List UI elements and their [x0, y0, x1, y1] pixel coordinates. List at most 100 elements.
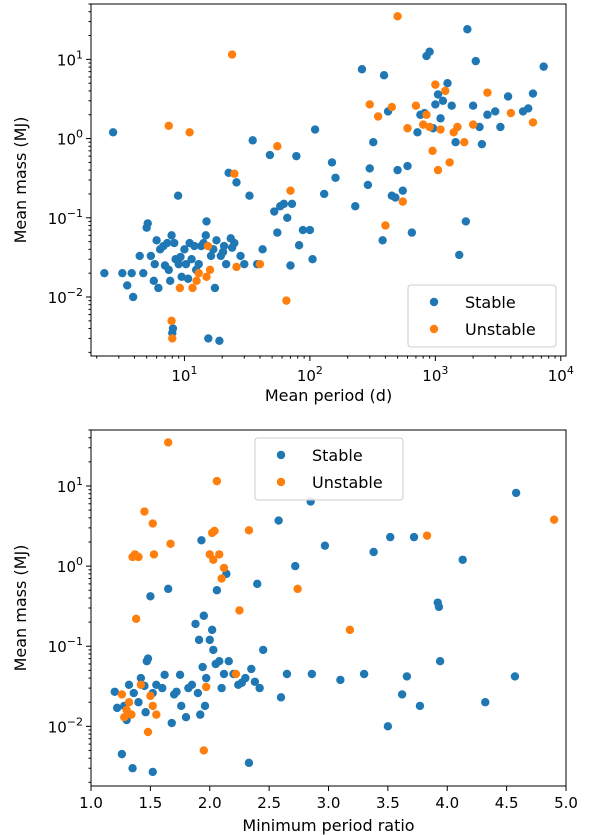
- data-point-stable: [386, 532, 395, 542]
- data-point-unstable: [143, 727, 153, 737]
- y-tick-label-exponent: −2: [67, 715, 83, 728]
- data-point-unstable: [431, 80, 440, 89]
- y-tick-label: 101: [57, 475, 83, 496]
- data-point-stable: [167, 231, 176, 240]
- data-point-stable: [255, 683, 264, 693]
- y-tick-label: 10−1: [48, 207, 83, 228]
- y-tick-label-exponent: 1: [76, 475, 83, 488]
- data-point-unstable: [387, 102, 397, 112]
- data-point-unstable: [205, 265, 215, 275]
- data-point-stable: [141, 708, 150, 717]
- y-tick-label: 10−2: [48, 286, 83, 307]
- x-tick-label: 3.5: [376, 794, 400, 812]
- data-point-stable: [129, 688, 138, 698]
- data-point-stable: [407, 228, 417, 237]
- data-point-unstable: [506, 108, 516, 118]
- x-tick-label-base: 10: [548, 367, 567, 385]
- data-point-stable: [165, 276, 175, 286]
- data-point-stable: [100, 268, 109, 278]
- data-point-unstable: [365, 100, 374, 109]
- data-point-stable: [124, 680, 134, 689]
- data-point-unstable: [163, 438, 173, 447]
- x-tick-label: 101: [171, 364, 197, 385]
- data-point-stable: [483, 110, 492, 119]
- data-point-stable: [270, 207, 279, 216]
- data-point-stable: [250, 677, 260, 686]
- data-point-stable: [415, 701, 425, 711]
- y-tick-label-exponent: −1: [67, 635, 83, 648]
- plot-area: [100, 12, 548, 345]
- data-point-stable: [363, 180, 373, 190]
- data-point-stable: [207, 625, 217, 635]
- data-point-stable: [253, 579, 262, 589]
- data-point-stable: [177, 701, 186, 711]
- legend-box: [407, 284, 557, 348]
- data-point-stable: [136, 673, 146, 683]
- data-point-unstable: [148, 519, 157, 528]
- data-point-stable: [391, 193, 400, 202]
- data-point-stable: [369, 547, 378, 557]
- data-point-stable: [245, 191, 254, 200]
- data-point-stable: [244, 758, 254, 768]
- data-point-stable: [539, 62, 548, 71]
- data-point-unstable: [215, 550, 224, 559]
- data-point-unstable: [445, 158, 454, 167]
- data-point-unstable: [210, 526, 219, 536]
- data-point-stable: [365, 164, 374, 173]
- data-point-stable: [232, 178, 241, 187]
- data-point-stable: [180, 245, 189, 254]
- data-point-stable: [443, 79, 452, 88]
- y-tick-label-base: 10: [48, 638, 67, 656]
- data-point-unstable: [140, 507, 149, 516]
- plot-area: [110, 438, 559, 777]
- data-point-unstable: [403, 124, 412, 133]
- data-point-stable: [181, 259, 191, 269]
- data-point-stable: [201, 673, 211, 683]
- y-tick-label-exponent: −2: [67, 286, 83, 299]
- series-stable: [100, 25, 548, 345]
- legend-marker-stable: [429, 297, 439, 307]
- x-tick-label: 2.0: [198, 794, 222, 812]
- y-tick-label: 100: [57, 128, 83, 149]
- data-point-stable: [194, 259, 203, 269]
- data-point-stable: [127, 268, 136, 278]
- data-point-unstable: [460, 138, 469, 147]
- data-point-stable: [283, 213, 292, 222]
- data-point-stable: [503, 92, 513, 101]
- data-point-stable: [199, 611, 209, 620]
- data-point-stable: [307, 669, 317, 679]
- data-point-unstable: [227, 50, 237, 59]
- x-tick-label-base: 10: [171, 367, 190, 385]
- x-axis-label: Minimum period ratio: [242, 816, 414, 835]
- data-point-stable: [217, 683, 226, 693]
- data-point-stable: [287, 199, 297, 209]
- x-tick-label-exponent: 3: [441, 364, 448, 377]
- data-point-stable: [194, 635, 204, 645]
- data-point-unstable: [393, 12, 402, 21]
- data-point-stable: [471, 56, 480, 66]
- data-point-stable: [219, 241, 229, 251]
- data-point-stable: [150, 259, 159, 269]
- data-point-stable: [433, 90, 443, 99]
- data-point-unstable: [194, 268, 203, 278]
- data-point-stable: [163, 238, 172, 248]
- data-point-stable: [146, 592, 155, 601]
- data-point-stable: [276, 693, 286, 702]
- data-point-stable: [160, 670, 169, 679]
- data-point-stable: [369, 138, 378, 147]
- data-point-unstable: [202, 272, 211, 281]
- data-point-stable: [468, 101, 478, 110]
- legend-marker-stable: [276, 450, 286, 460]
- y-tick-label-base: 10: [57, 478, 76, 496]
- data-point-stable: [510, 672, 520, 681]
- data-point-stable: [292, 151, 301, 161]
- data-point-unstable: [212, 476, 222, 486]
- data-point-unstable: [124, 698, 134, 707]
- data-point-stable: [461, 217, 471, 226]
- data-point-stable: [491, 107, 500, 116]
- data-point-stable: [167, 718, 176, 728]
- data-point-stable: [143, 654, 153, 663]
- data-point-unstable: [232, 262, 241, 272]
- data-point-unstable: [483, 88, 492, 97]
